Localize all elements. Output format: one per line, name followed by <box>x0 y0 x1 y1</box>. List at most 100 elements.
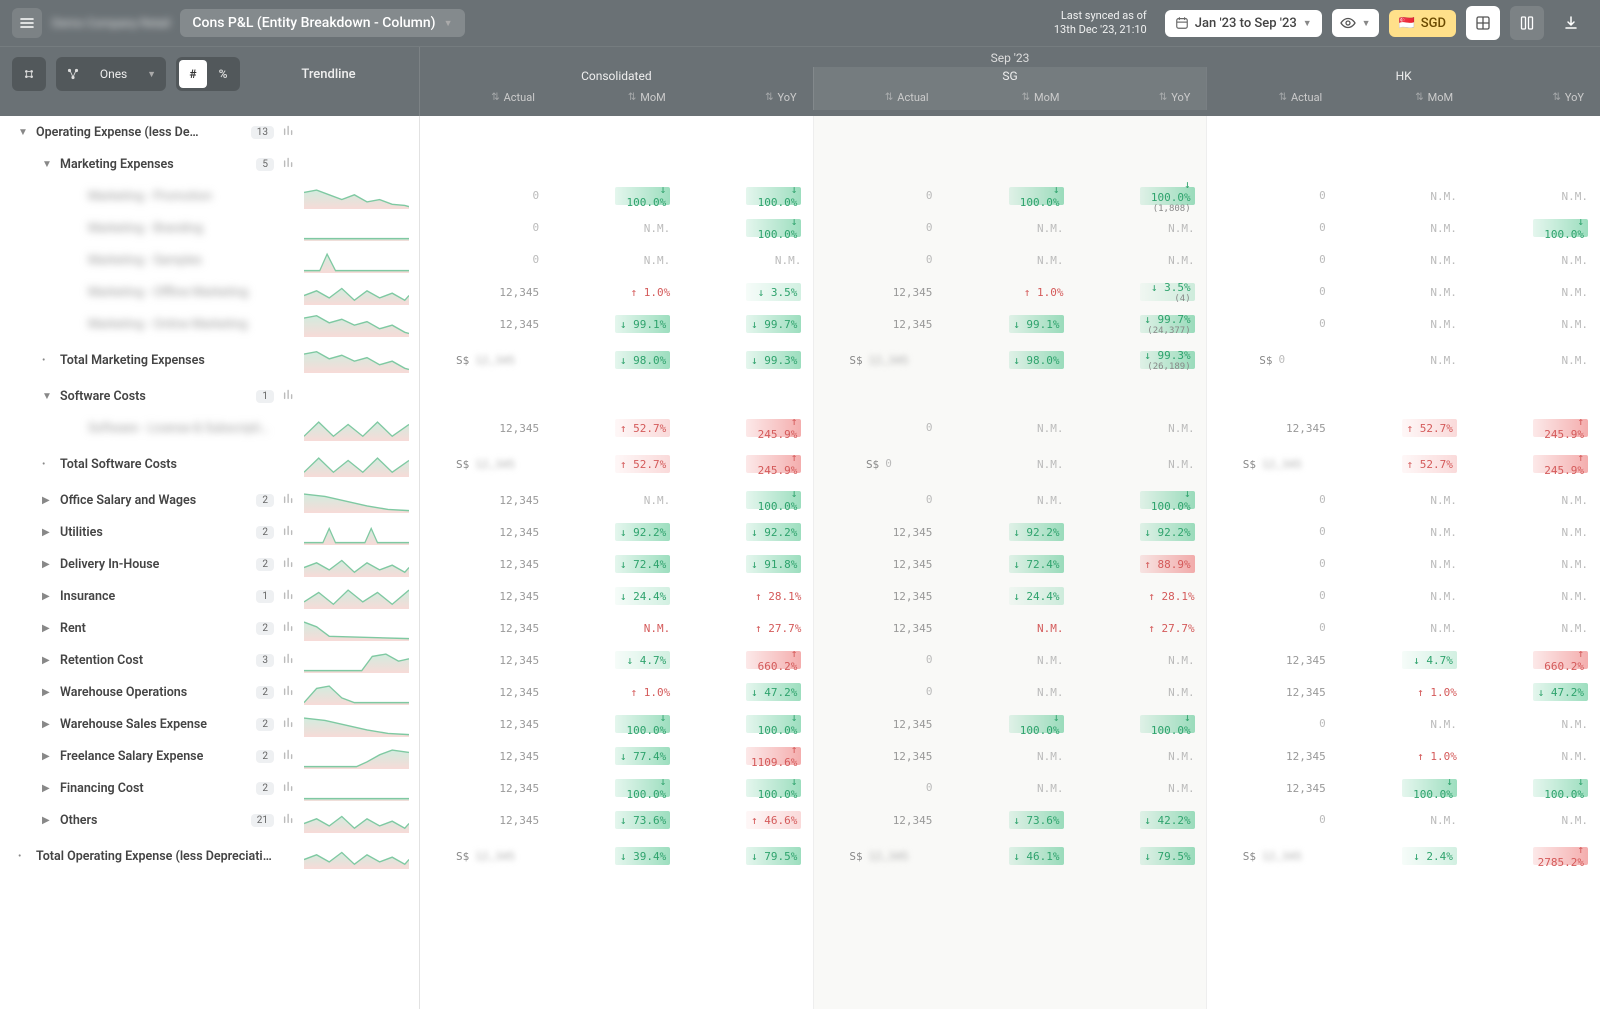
column-header-mom[interactable]: ⇅MoM <box>551 87 682 110</box>
row-label-sw1[interactable]: Software - License & Subscription <box>0 412 419 444</box>
cell-actual: 0 <box>1207 555 1338 573</box>
chart-icon[interactable] <box>282 123 296 141</box>
row-label-wops[interactable]: ▶Warehouse Operations2 <box>0 676 419 708</box>
row-label-mkt5[interactable]: Marketing - Online Marketing <box>0 308 419 340</box>
expand-toggle[interactable]: ▶ <box>42 815 56 826</box>
visibility-button[interactable]: ▼ <box>1332 9 1379 37</box>
chart-icon[interactable] <box>282 779 296 797</box>
sparkline <box>304 775 409 801</box>
columns-button[interactable] <box>1510 6 1544 40</box>
grid-view-button[interactable] <box>1466 6 1500 40</box>
expand-toggle[interactable]: ▼ <box>42 391 56 402</box>
cell-metric: ↓ 92.2% <box>551 523 682 541</box>
column-header-yoy[interactable]: ⇅YoY <box>1075 87 1206 110</box>
row-data-sw <box>420 380 1600 412</box>
format-absolute[interactable]: # <box>179 60 207 88</box>
row-label-mkt4[interactable]: Marketing - Offline Marketing <box>0 276 419 308</box>
row-label-mkt_total[interactable]: •Total Marketing Expenses <box>0 340 419 380</box>
row-label-rent[interactable]: ▶Rent2 <box>0 612 419 644</box>
cell-metric: ↑ 88.9% <box>1076 555 1207 573</box>
chart-icon[interactable] <box>282 387 296 405</box>
chart-icon[interactable] <box>282 747 296 765</box>
expand-toggle[interactable]: ▶ <box>42 591 56 602</box>
column-header-mom[interactable]: ⇅MoM <box>945 87 1076 110</box>
cell-actual: 12,345 <box>813 587 944 605</box>
period-picker[interactable]: Jan '23 to Sep '23 ▼ <box>1165 10 1322 37</box>
cell-actual: 12,345 <box>813 555 944 573</box>
cell-actual: 12,345 <box>420 715 551 733</box>
download-button[interactable] <box>1554 6 1588 40</box>
expand-toggle[interactable]: ▶ <box>42 623 56 634</box>
row-label-deliv[interactable]: ▶Delivery In-House2 <box>0 548 419 580</box>
cell-metric: ↓ 92.2% <box>682 523 813 541</box>
expand-toggle[interactable]: ▶ <box>42 559 56 570</box>
expand-toggle[interactable]: ▼ <box>18 127 32 138</box>
row-label-wsales[interactable]: ▶Warehouse Sales Expense2 <box>0 708 419 740</box>
expand-toggle[interactable]: ▶ <box>42 783 56 794</box>
row-label-mkt1[interactable]: Marketing - Promotion <box>0 180 419 212</box>
expand-toggle[interactable]: • <box>42 459 56 470</box>
row-label-mkt3[interactable]: Marketing - Samples <box>0 244 419 276</box>
cell-actual: S$12,345 <box>420 455 551 473</box>
chart-icon[interactable] <box>282 811 296 829</box>
chart-icon[interactable] <box>282 715 296 733</box>
row-label-oth[interactable]: ▶Others21 <box>0 804 419 836</box>
cell-actual: 12,345 <box>420 683 551 701</box>
row-label-ret[interactable]: ▶Retention Cost3 <box>0 644 419 676</box>
report-selector[interactable]: Cons P&L (Entity Breakdown - Column) ▼ <box>180 9 464 37</box>
row-label-opex[interactable]: ▼Operating Expense (less De…13 <box>0 116 419 148</box>
expand-toggle[interactable]: • <box>18 851 32 862</box>
row-label-text: Software Costs <box>60 389 250 404</box>
expand-toggle[interactable]: ▼ <box>42 159 56 170</box>
chart-icon[interactable] <box>282 555 296 573</box>
row-label-free[interactable]: ▶Freelance Salary Expense2 <box>0 740 419 772</box>
cell-metric: N.M. <box>551 253 682 266</box>
expand-toggle[interactable]: ▶ <box>42 527 56 538</box>
grouping-select[interactable]: Ones ▼ <box>56 57 166 91</box>
expand-toggle[interactable]: ▶ <box>42 719 56 730</box>
row-label-util[interactable]: ▶Utilities2 <box>0 516 419 548</box>
column-header-yoy[interactable]: ⇅YoY <box>682 87 813 110</box>
row-label-opex_total[interactable]: •Total Operating Expense (less Depreciat… <box>0 836 419 876</box>
cell-metric: ↓ 3.5% <box>682 283 813 301</box>
cell-actual: 0 <box>1207 621 1338 634</box>
row-label-osal[interactable]: ▶Office Salary and Wages2 <box>0 484 419 516</box>
row-label-fin[interactable]: ▶Financing Cost2 <box>0 772 419 804</box>
row-data-free: 12,345↓ 77.4%↑ 1109.6%12,345N.M.N.M.12,3… <box>420 740 1600 772</box>
chart-icon[interactable] <box>282 683 296 701</box>
cell-metric: ↑ 1.0% <box>1338 683 1469 701</box>
chart-icon[interactable] <box>282 523 296 541</box>
filter-button[interactable] <box>12 57 46 91</box>
column-header-mom[interactable]: ⇅MoM <box>1338 87 1469 110</box>
column-header-actual[interactable]: ⇅Actual <box>814 87 945 110</box>
cell-actual: S$12,345 <box>1207 847 1338 865</box>
expand-toggle[interactable]: ▶ <box>42 495 56 506</box>
row-label-mkt[interactable]: ▼Marketing Expenses5 <box>0 148 419 180</box>
cell-metric: ↑ 52.7% <box>551 419 682 437</box>
format-percent[interactable]: % <box>209 60 237 88</box>
company-breadcrumb[interactable]: Demo Company Retail <box>52 16 170 30</box>
column-header-yoy[interactable]: ⇅YoY <box>1469 87 1600 110</box>
cell-metric: ↓ 73.6% <box>551 811 682 829</box>
row-label-ins[interactable]: ▶Insurance1 <box>0 580 419 612</box>
chart-icon[interactable] <box>282 491 296 509</box>
column-header-actual[interactable]: ⇅Actual <box>1207 87 1338 110</box>
row-label-mkt2[interactable]: Marketing - Branding <box>0 212 419 244</box>
sparkline <box>304 843 409 869</box>
chart-icon[interactable] <box>282 651 296 669</box>
row-label-sw[interactable]: ▼Software Costs1 <box>0 380 419 412</box>
chart-icon[interactable] <box>282 587 296 605</box>
sparkline <box>304 711 409 737</box>
expand-toggle[interactable]: ▶ <box>42 655 56 666</box>
value-format-toggle[interactable]: # % <box>176 57 240 91</box>
currency-picker[interactable]: 🇸🇬 SGD <box>1389 10 1456 37</box>
expand-toggle[interactable]: ▶ <box>42 751 56 762</box>
chart-icon[interactable] <box>282 155 296 173</box>
expand-toggle[interactable]: ▶ <box>42 687 56 698</box>
chart-icon[interactable] <box>282 619 296 637</box>
cell-metric: ↓ 100.0% <box>682 491 813 509</box>
expand-toggle[interactable]: • <box>42 355 56 366</box>
menu-button[interactable] <box>12 8 42 38</box>
row-label-sw_total[interactable]: •Total Software Costs <box>0 444 419 484</box>
column-header-actual[interactable]: ⇅Actual <box>420 87 551 110</box>
